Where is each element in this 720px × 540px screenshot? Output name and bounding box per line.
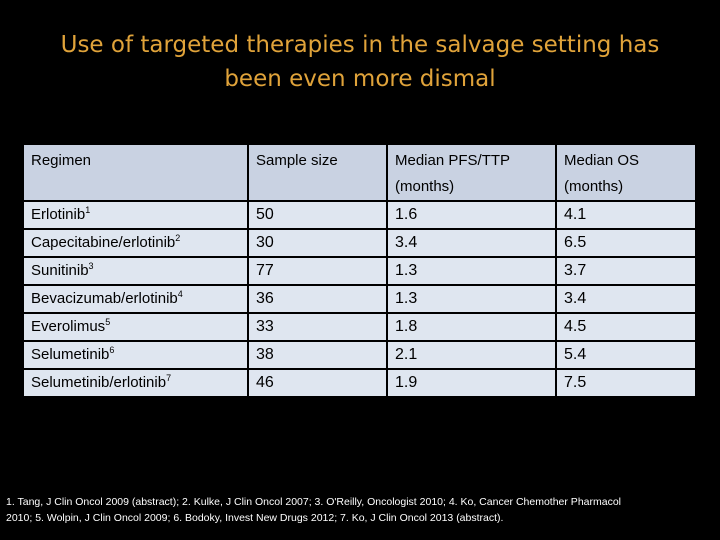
regimen-name: Bevacizumab/erlotinib xyxy=(31,290,178,307)
os-cell: 4.5 xyxy=(555,312,697,342)
table-row: Everolimus5 33 1.8 4.5 xyxy=(22,312,697,342)
table-row: Bevacizumab/erlotinib4 36 1.3 3.4 xyxy=(22,284,697,314)
table-row: Selumetinib6 38 2.1 5.4 xyxy=(22,340,697,370)
reference-number: 6 xyxy=(109,345,115,355)
os-cell: 4.1 xyxy=(555,200,697,230)
reference-number: 2 xyxy=(175,233,181,243)
sample-size-cell: 46 xyxy=(247,368,388,398)
reference-number: 1 xyxy=(85,205,91,215)
regimen-name: Capecitabine/erlotinib xyxy=(31,234,176,251)
table-row: Capecitabine/erlotinib2 30 3.4 6.5 xyxy=(22,228,697,258)
results-table: Regimen Sample size Median PFS/TTP (mont… xyxy=(22,143,697,398)
header-sample-size: Sample size xyxy=(247,143,388,202)
slide-title: Use of targeted therapies in the salvage… xyxy=(0,28,720,96)
table-row: Sunitinib3 77 1.3 3.7 xyxy=(22,256,697,286)
reference-number: 5 xyxy=(105,317,111,327)
pfs-cell: 2.1 xyxy=(386,340,557,370)
header-median-os: Median OS (months) xyxy=(555,143,697,202)
pfs-cell: 1.3 xyxy=(386,256,557,286)
header-median-pfs: Median PFS/TTP (months) xyxy=(386,143,557,202)
footnote-line-1: 1. Tang, J Clin Oncol 2009 (abstract); 2… xyxy=(6,496,621,508)
sample-size-cell: 50 xyxy=(247,200,388,230)
sample-size-cell: 38 xyxy=(247,340,388,370)
os-cell: 7.5 xyxy=(555,368,697,398)
footnote-line-2: 2010; 5. Wolpin, J Clin Oncol 2009; 6. B… xyxy=(6,512,504,524)
regimen-name: Selumetinib/erlotinib xyxy=(31,374,167,391)
os-cell: 5.4 xyxy=(555,340,697,370)
regimen-cell: Sunitinib3 xyxy=(22,256,249,286)
os-cell: 6.5 xyxy=(555,228,697,258)
regimen-cell: Erlotinib1 xyxy=(22,200,249,230)
pfs-cell: 1.9 xyxy=(386,368,557,398)
reference-number: 3 xyxy=(88,261,94,271)
slide-title-line-2: been even more dismal xyxy=(224,66,496,92)
sample-size-cell: 36 xyxy=(247,284,388,314)
regimen-cell: Everolimus5 xyxy=(22,312,249,342)
pfs-cell: 3.4 xyxy=(386,228,557,258)
pfs-cell: 1.6 xyxy=(386,200,557,230)
regimen-cell: Selumetinib/erlotinib7 xyxy=(22,368,249,398)
slide-title-line-1: Use of targeted therapies in the salvage… xyxy=(60,32,660,58)
sample-size-cell: 33 xyxy=(247,312,388,342)
table-header-row: Regimen Sample size Median PFS/TTP (mont… xyxy=(22,143,697,202)
regimen-cell: Selumetinib6 xyxy=(22,340,249,370)
table-row: Erlotinib1 50 1.6 4.1 xyxy=(22,200,697,230)
reference-number: 4 xyxy=(177,289,183,299)
os-cell: 3.7 xyxy=(555,256,697,286)
regimen-cell: Capecitabine/erlotinib2 xyxy=(22,228,249,258)
references-footnote: 1. Tang, J Clin Oncol 2009 (abstract); 2… xyxy=(6,494,718,526)
regimen-name: Selumetinib xyxy=(31,346,110,363)
regimen-name: Erlotinib xyxy=(31,206,86,223)
reference-number: 7 xyxy=(166,373,172,383)
header-regimen: Regimen xyxy=(22,143,249,202)
sample-size-cell: 30 xyxy=(247,228,388,258)
regimen-name: Everolimus xyxy=(31,318,106,335)
pfs-cell: 1.8 xyxy=(386,312,557,342)
pfs-cell: 1.3 xyxy=(386,284,557,314)
sample-size-cell: 77 xyxy=(247,256,388,286)
regimen-name: Sunitinib xyxy=(31,262,89,279)
table-row: Selumetinib/erlotinib7 46 1.9 7.5 xyxy=(22,368,697,398)
regimen-cell: Bevacizumab/erlotinib4 xyxy=(22,284,249,314)
os-cell: 3.4 xyxy=(555,284,697,314)
